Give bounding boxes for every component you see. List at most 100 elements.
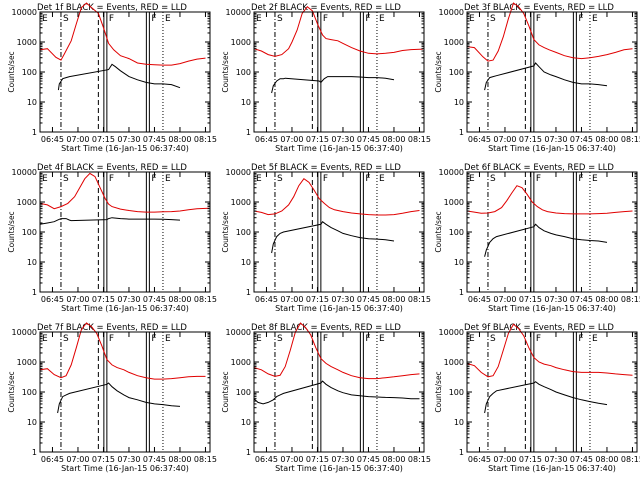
x-tick-label: 06:45 <box>41 135 64 144</box>
y-tick-label: 10 <box>454 418 464 427</box>
plot-frame <box>253 331 425 453</box>
y-tick-label: 10 <box>454 98 464 107</box>
y-tick-label: 100 <box>449 228 464 237</box>
x-tick-label: 07:00 <box>66 135 89 144</box>
event-marker-letter: F <box>365 14 370 24</box>
x-axis-label: Start Time (16-Jan-15 06:37:40) <box>488 464 616 473</box>
event-marker-letter: E <box>379 174 385 184</box>
y-tick-label: 10000 <box>12 328 37 337</box>
events-series-line <box>271 76 395 94</box>
x-tick-label: 08:00 <box>595 455 618 464</box>
chart-title: Det 7f BLACK = Events, RED = LLD <box>37 323 187 333</box>
y-tick-label: 1 <box>246 128 251 137</box>
event-marker-letter: F <box>365 174 370 184</box>
plot-frame <box>253 11 425 133</box>
y-tick-label: 10 <box>241 98 251 107</box>
lld-series-line <box>466 323 633 378</box>
y-tick-label: 100 <box>22 388 37 397</box>
x-tick-label: 07:00 <box>280 295 303 304</box>
event-marker-letter: F <box>323 14 328 24</box>
x-tick-label: 07:15 <box>92 455 115 464</box>
y-tick-label: 10000 <box>226 8 251 17</box>
x-tick-label: 07:30 <box>117 135 140 144</box>
x-tick-label: 08:00 <box>382 455 405 464</box>
y-tick-label: 10000 <box>12 8 37 17</box>
events-series-line <box>271 220 395 254</box>
y-axis-label: Counts/sec <box>221 211 230 252</box>
plot-frame <box>466 11 638 133</box>
x-tick-label: 07:00 <box>66 455 89 464</box>
x-tick-label: 07:45 <box>143 295 166 304</box>
y-tick-label: 1 <box>32 128 37 137</box>
y-tick-label: 1000 <box>444 358 464 367</box>
y-tick-label: 10 <box>27 418 37 427</box>
y-tick-label: 10000 <box>439 328 464 337</box>
plot-frame <box>253 171 425 293</box>
y-tick-label: 10 <box>27 258 37 267</box>
y-axis-label: Counts/sec <box>7 51 16 92</box>
y-tick-label: 1 <box>246 448 251 457</box>
x-tick-label: 07:15 <box>306 455 329 464</box>
y-tick-label: 1000 <box>231 358 251 367</box>
y-tick-label: 10 <box>454 258 464 267</box>
x-tick-label: 07:30 <box>331 135 354 144</box>
event-marker-letter: S <box>277 334 283 344</box>
x-tick-label: 08:00 <box>382 295 405 304</box>
event-marker-letter: F <box>151 334 156 344</box>
x-tick-label: 07:15 <box>92 295 115 304</box>
event-marker-letter: E <box>469 174 475 184</box>
event-marker-letter: E <box>379 334 385 344</box>
x-axis-label: Start Time (16-Jan-15 06:37:40) <box>488 144 616 153</box>
event-marker-letter: S <box>63 174 69 184</box>
event-marker-letter: F <box>109 174 114 184</box>
x-tick-label: 07:45 <box>357 135 380 144</box>
event-marker-letter: E <box>42 334 48 344</box>
lld-series-line <box>253 322 420 380</box>
y-axis-label: Counts/sec <box>434 371 443 412</box>
x-tick-label: 07:45 <box>570 135 593 144</box>
x-tick-label: 07:30 <box>117 295 140 304</box>
event-marker-letter: S <box>277 14 283 24</box>
x-axis-label: Start Time (16-Jan-15 06:37:40) <box>61 464 189 473</box>
x-axis-label: Start Time (16-Jan-15 06:37:40) <box>61 144 189 153</box>
x-tick-label: 08:15 <box>194 295 217 304</box>
plot-frame <box>466 331 638 453</box>
x-tick-label: 07:00 <box>493 135 516 144</box>
x-tick-label: 07:30 <box>544 295 567 304</box>
x-tick-label: 08:15 <box>408 135 431 144</box>
event-marker-letter: F <box>151 174 156 184</box>
x-tick-label: 07:15 <box>519 455 542 464</box>
x-tick-label: 07:15 <box>306 135 329 144</box>
y-tick-label: 10 <box>241 258 251 267</box>
event-marker-letter: F <box>151 14 156 24</box>
event-marker-letter: F <box>536 334 541 344</box>
y-tick-label: 10000 <box>226 168 251 177</box>
y-axis-label: Counts/sec <box>434 51 443 92</box>
x-tick-label: 07:30 <box>544 455 567 464</box>
x-tick-label: 07:00 <box>280 135 303 144</box>
events-series-line <box>484 223 608 257</box>
lld-series-line <box>253 178 420 216</box>
x-tick-label: 07:30 <box>544 135 567 144</box>
x-tick-label: 08:00 <box>595 135 618 144</box>
x-tick-label: 08:15 <box>194 455 217 464</box>
event-marker-letter: E <box>256 14 262 24</box>
y-axis-label: Counts/sec <box>221 51 230 92</box>
event-marker-letter: E <box>42 174 48 184</box>
y-axis-label: Counts/sec <box>434 211 443 252</box>
y-tick-label: 100 <box>449 388 464 397</box>
event-marker-letter: F <box>536 14 541 24</box>
x-tick-label: 07:00 <box>280 455 303 464</box>
event-marker-letter: E <box>592 14 598 24</box>
x-tick-label: 08:00 <box>382 135 405 144</box>
x-tick-label: 07:45 <box>357 295 380 304</box>
y-tick-label: 100 <box>22 228 37 237</box>
event-marker-letter: F <box>323 334 328 344</box>
x-tick-label: 06:45 <box>255 295 278 304</box>
y-tick-label: 100 <box>22 68 37 77</box>
